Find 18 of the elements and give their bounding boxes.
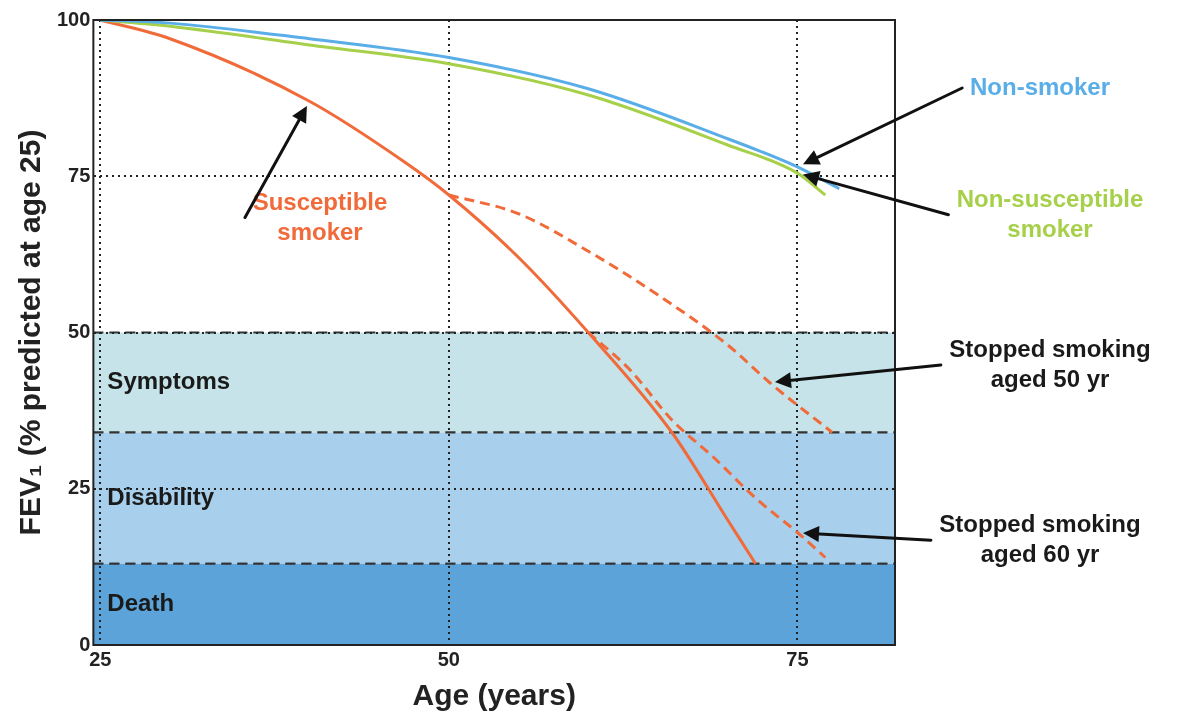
- y-tick-label: 100: [56, 7, 91, 30]
- text: Non-smoker: [969, 72, 1111, 100]
- y-tick-label: 25: [68, 476, 91, 499]
- band-label: Symptoms: [107, 367, 231, 395]
- x-tick-label: 75: [786, 647, 809, 670]
- band-label: Disability: [107, 482, 215, 510]
- text: Stopped smoking aged 50 yr: [949, 334, 1151, 392]
- y-tick-label: 75: [68, 163, 91, 186]
- y-tick-label: 0: [79, 632, 91, 655]
- y-tick-label: 50: [68, 320, 91, 343]
- series-label: Susceptible smoker: [252, 187, 388, 245]
- text: Non-susceptible smoker: [956, 184, 1144, 242]
- x-axis-title: Age (years): [412, 678, 576, 712]
- text: Stopped smoking aged 60 yr: [939, 509, 1141, 567]
- x-tick-label: 50: [437, 647, 460, 670]
- x-tick-label: 25: [89, 647, 112, 670]
- y-axis-title: FEV₁ (% predicted at age 25): [13, 129, 47, 536]
- band-label: Death: [107, 589, 175, 616]
